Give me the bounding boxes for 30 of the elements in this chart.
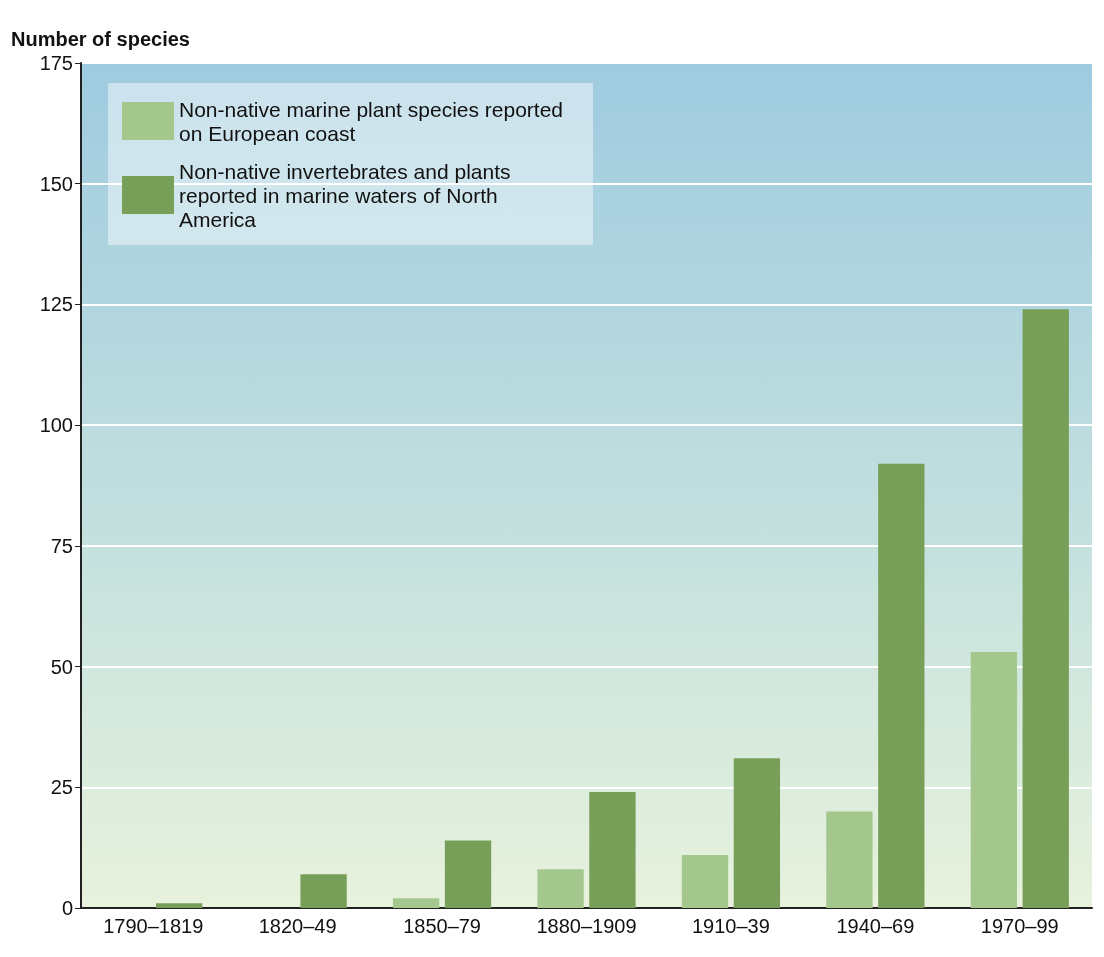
bar [300,874,347,908]
bar [392,898,440,908]
y-tick-label: 100 [39,414,73,437]
bar [589,792,636,908]
bar [733,758,781,908]
y-tick-label: 50 [50,655,73,678]
y-axis-title: Number of species [11,28,190,50]
x-tick-label: 1940–69 [836,915,915,937]
y-tick-label: 125 [39,293,73,316]
bar [970,652,1018,908]
bar [878,463,925,908]
bar [681,854,729,908]
legend-label: Non-native invertebrates and plants reported in marine waters of North America [179,159,517,231]
x-tick-label: 1910–39 [691,915,770,937]
y-tick-label: 150 [39,172,73,195]
legend-label: Non-native marine plant species reported on European coast [179,97,569,145]
bar [1022,309,1069,908]
x-tick-label: 1820–49 [258,915,337,937]
x-tick-label: 1850–79 [403,915,482,937]
x-tick-label: 1970–99 [980,915,1059,937]
x-tick-label: 1880–1909 [536,915,637,937]
bar [537,869,584,908]
y-tick-label: 0 [61,897,73,919]
y-tick-label: 175 [39,52,73,74]
y-tick-label: 25 [50,776,73,799]
x-tick-label: 1790–1819 [103,915,204,937]
bar [444,840,492,908]
bar [155,903,203,908]
y-tick-label: 75 [50,534,73,557]
bar [826,811,873,908]
